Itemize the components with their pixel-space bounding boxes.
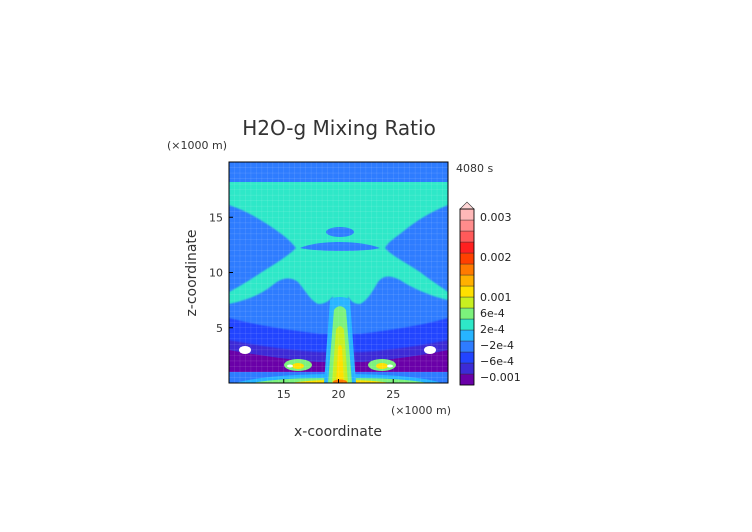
colorbar-extend-arrow: [459, 201, 475, 210]
y-tick-label: 15: [209, 211, 223, 224]
colorbar-swatch: [459, 318, 475, 331]
canopy-band: [229, 162, 448, 182]
column-core: [336, 345, 344, 383]
core-ellipse: [326, 227, 354, 237]
colorbar-swatch: [459, 208, 475, 221]
x-tick-label: 20: [332, 388, 346, 401]
colorbar-label: −6e-4: [480, 355, 514, 368]
wisp-left-inner: [292, 363, 304, 369]
colorbar-swatch: [459, 285, 475, 298]
x-unit-label: (×1000 m): [391, 404, 451, 417]
colorbar-swatch: [459, 263, 475, 276]
colorbar-label: 6e-4: [480, 307, 505, 320]
colorbar-label: 0.002: [480, 251, 512, 264]
colorbar-swatch: [459, 362, 475, 375]
warm-spot: [333, 379, 347, 383]
colorbar-swatch: [459, 252, 475, 265]
colorbar: 0.003 0.002 0.001 6e-4 2e-4 −2e-4 −6e-4 −0.001: [459, 201, 521, 386]
y-axis: 5 10 15: [209, 211, 233, 335]
chart-title: H2O-g Mixing Ratio: [242, 116, 436, 140]
x-axis: 15 20 25: [277, 379, 400, 401]
heatmap-field: [229, 162, 448, 383]
y-axis-label: z-coordinate: [184, 229, 200, 316]
colorbar-label: −2e-4: [480, 339, 514, 352]
colorbar-swatch: [459, 340, 475, 353]
y-unit-label: (×1000 m): [167, 139, 227, 152]
x-tick-label: 25: [386, 388, 400, 401]
colorbar-label: 2e-4: [480, 323, 505, 336]
time-label: 4080 s: [456, 162, 493, 175]
colorbar-label: 0.001: [480, 291, 512, 304]
colorbar-swatch: [459, 274, 475, 287]
dry-speck-1: [287, 364, 293, 368]
colorbar-label: 0.003: [480, 211, 512, 224]
colorbar-swatch: [459, 307, 475, 320]
colorbar-swatch: [459, 329, 475, 342]
y-tick-label: 5: [216, 322, 223, 335]
grid-lines: [229, 162, 448, 383]
colorbar-label: −0.001: [480, 371, 521, 384]
colorbar-frame: [459, 208, 475, 386]
wisp-right-inner: [376, 363, 388, 369]
dry-pocket-left: [239, 346, 251, 354]
dry-pocket-right: [424, 346, 436, 354]
x-axis-label: x-coordinate: [294, 424, 382, 440]
colorbar-swatch: [459, 241, 475, 254]
dry-speck-2: [387, 364, 393, 368]
y-tick-label: 10: [209, 267, 223, 280]
colorbar-swatch: [459, 351, 475, 364]
colorbar-swatch: [459, 219, 475, 232]
colorbar-swatch: [459, 373, 475, 386]
mid-shoulder: [300, 242, 380, 251]
x-tick-label: 15: [277, 388, 291, 401]
colorbar-swatch: [459, 296, 475, 309]
colorbar-swatch: [459, 230, 475, 243]
